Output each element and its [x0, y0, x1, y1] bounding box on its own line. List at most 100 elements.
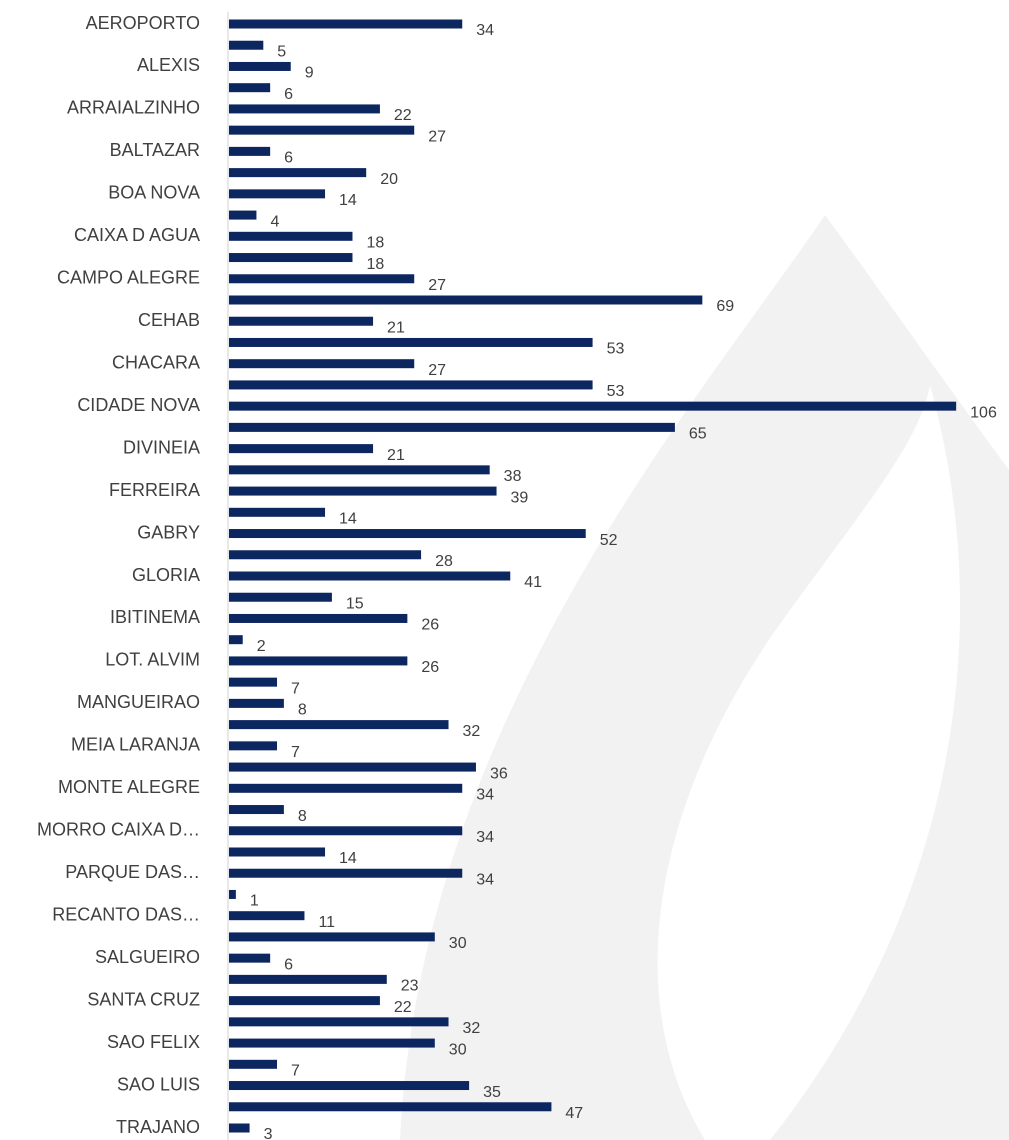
bar [229, 19, 463, 29]
bar [229, 889, 236, 899]
value-label: 2 [257, 638, 266, 655]
value-label: 53 [607, 341, 625, 358]
bar [229, 826, 463, 836]
y-tick-label: SAO LUIS [117, 1074, 200, 1094]
value-label: 22 [394, 999, 412, 1016]
value-label: 39 [511, 489, 529, 506]
bar [229, 253, 353, 263]
value-label: 8 [298, 808, 307, 825]
y-tick-label: ARRAIALZINHO [67, 98, 200, 118]
value-label: 28 [435, 553, 453, 570]
value-label: 27 [428, 128, 446, 145]
value-label: 34 [476, 829, 494, 846]
y-tick-label: SAO FELIX [107, 1032, 200, 1052]
bar [229, 422, 675, 432]
value-label: 22 [394, 107, 412, 124]
value-label: 32 [463, 1020, 481, 1037]
bar [229, 613, 408, 623]
bar [229, 698, 284, 708]
value-label: 30 [449, 1041, 467, 1058]
bar [229, 1081, 470, 1091]
bar [229, 274, 415, 284]
value-label: 27 [428, 277, 446, 294]
bar [229, 316, 374, 326]
bar [229, 189, 326, 199]
bar [229, 996, 380, 1006]
bar [229, 953, 271, 963]
bar [229, 104, 380, 114]
value-label: 21 [387, 319, 405, 336]
y-tick-label: SANTA CRUZ [87, 989, 200, 1009]
y-tick-label: PARQUE DAS… [65, 862, 200, 882]
bar [229, 592, 332, 602]
value-label: 27 [428, 362, 446, 379]
y-tick-label: MEIA LARANJA [71, 735, 200, 755]
y-tick-label: GABRY [137, 522, 200, 542]
value-label: 6 [284, 956, 293, 973]
y-tick-label: DIVINEIA [123, 437, 200, 457]
value-label: 21 [387, 447, 405, 464]
y-tick-label: BOA NOVA [108, 183, 200, 203]
bar [229, 868, 463, 878]
value-label: 106 [970, 404, 997, 421]
value-label: 7 [291, 680, 300, 697]
y-tick-label: MANGUEIRAO [77, 692, 200, 712]
value-label: 6 [284, 86, 293, 103]
value-label: 7 [291, 744, 300, 761]
value-label: 14 [339, 511, 357, 528]
value-label: 26 [421, 659, 439, 676]
value-label: 18 [366, 256, 384, 273]
bar [229, 295, 703, 305]
y-tick-label: CIDADE NOVA [77, 395, 200, 415]
bar [229, 571, 511, 581]
bar [229, 486, 497, 496]
bar [229, 635, 243, 645]
value-label: 14 [339, 850, 357, 867]
value-label: 5 [277, 43, 286, 60]
y-tick-label: IBITINEMA [110, 607, 200, 627]
bar [229, 465, 490, 475]
bar [229, 1017, 449, 1027]
value-label: 41 [524, 574, 542, 591]
bar [229, 932, 435, 942]
bar [229, 359, 415, 369]
bar [229, 444, 374, 454]
value-label: 23 [401, 978, 419, 995]
bar [229, 911, 305, 921]
value-label: 52 [600, 532, 618, 549]
value-label: 4 [270, 213, 279, 230]
y-tick-label: GLORIA [132, 565, 200, 585]
value-label: 26 [421, 617, 439, 634]
bar [229, 1102, 552, 1112]
y-tick-label: SALGUEIRO [95, 947, 200, 967]
bar [229, 401, 957, 411]
value-label: 6 [284, 150, 293, 167]
value-label: 34 [476, 871, 494, 888]
value-label: 47 [565, 1105, 583, 1122]
bar [229, 529, 586, 539]
bar [229, 1038, 435, 1048]
bar [229, 677, 278, 687]
y-tick-label: CAMPO ALEGRE [57, 268, 200, 288]
bar [229, 1123, 250, 1133]
value-label: 34 [476, 22, 494, 39]
value-label: 38 [504, 468, 522, 485]
value-label: 20 [380, 171, 398, 188]
bar [229, 741, 278, 751]
y-tick-label: ALEXIS [137, 55, 200, 75]
bar [229, 974, 387, 984]
value-label: 9 [305, 65, 314, 82]
value-label: 8 [298, 702, 307, 719]
value-label: 34 [476, 787, 494, 804]
bar [229, 146, 271, 156]
y-tick-label: CEHAB [138, 310, 200, 330]
value-label: 15 [346, 595, 364, 612]
value-label: 11 [318, 914, 335, 931]
bar [229, 168, 367, 178]
bar [229, 847, 326, 857]
value-label: 18 [366, 235, 384, 252]
bar [229, 40, 264, 50]
value-label: 69 [716, 298, 734, 315]
